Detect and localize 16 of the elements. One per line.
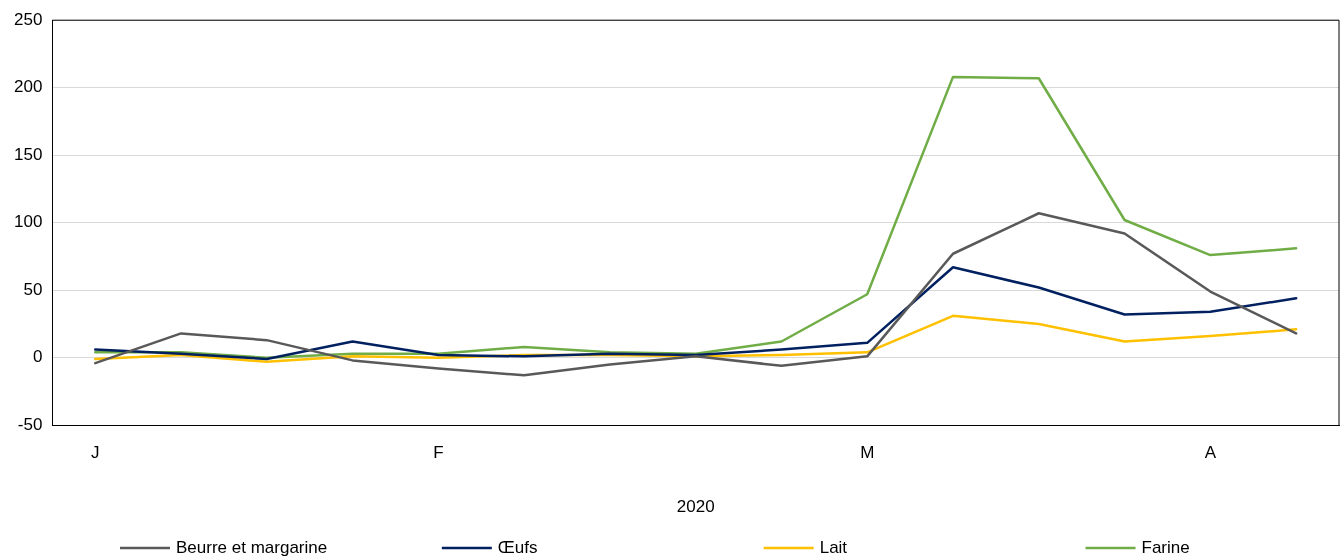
legend-label: Beurre et margarine xyxy=(176,537,328,557)
x-tick-label: A xyxy=(1204,443,1217,463)
y-tick-label: 0 xyxy=(32,347,43,367)
y-tick-label: 250 xyxy=(13,9,43,29)
legend-label: Œufs xyxy=(497,537,538,557)
legend-label: Lait xyxy=(819,537,848,557)
legend-label: Farine xyxy=(1141,537,1190,557)
y-tick-label: 150 xyxy=(13,144,43,164)
x-tick-label: M xyxy=(860,443,875,463)
y-tick-label: 200 xyxy=(13,77,43,97)
x-tick-label: J xyxy=(91,443,100,463)
y-tick-label: -50 xyxy=(17,414,43,434)
x-axis-title: 2020 xyxy=(676,497,715,517)
y-tick-label: 100 xyxy=(13,212,43,232)
y-tick-label: 50 xyxy=(23,279,43,299)
x-tick-label: F xyxy=(433,443,444,463)
